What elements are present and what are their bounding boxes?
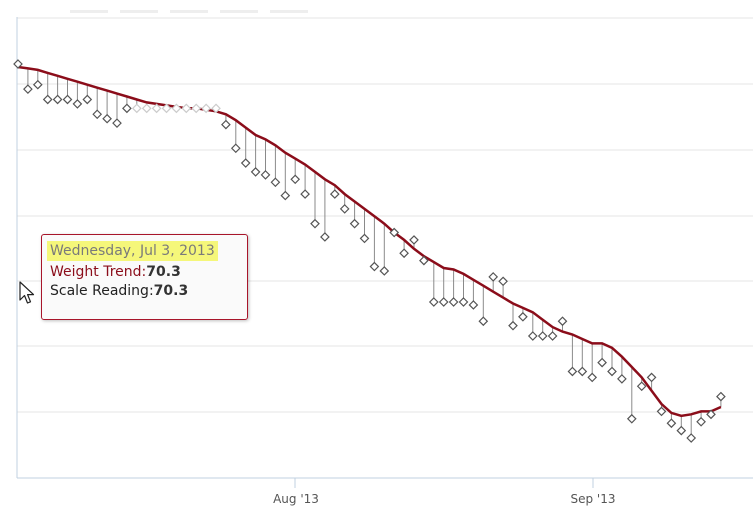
- scale-reading-point[interactable]: [676, 425, 687, 436]
- tab-stub[interactable]: [270, 10, 308, 13]
- scale-reading-point[interactable]: [171, 103, 182, 114]
- scale-reading-point[interactable]: [567, 366, 578, 377]
- scale-reading-point[interactable]: [250, 167, 261, 177]
- scale-reading-point[interactable]: [607, 366, 617, 377]
- scale-reading-point[interactable]: [597, 357, 607, 368]
- tooltip-scale-row: Scale Reading:70.3: [50, 283, 239, 299]
- scale-reading-point[interactable]: [23, 84, 33, 94]
- scale-reading-point[interactable]: [181, 103, 192, 114]
- scale-reading-point[interactable]: [448, 297, 459, 307]
- scale-reading-point[interactable]: [369, 261, 380, 272]
- scale-reading-point[interactable]: [577, 366, 588, 377]
- scale-reading-point[interactable]: [666, 418, 677, 429]
- scale-reading-point[interactable]: [320, 232, 330, 242]
- tooltip-trend-value: 70.3: [146, 264, 181, 280]
- scale-reading-point[interactable]: [547, 331, 558, 341]
- x-tick-label-sep: Sep '13: [571, 492, 616, 506]
- x-axis-ticks: Aug '13 Sep '13: [273, 478, 616, 506]
- data-tooltip: Wednesday, Jul 3, 2013 Weight Trend:70.3…: [41, 234, 248, 320]
- scale-reading-point[interactable]: [498, 276, 508, 287]
- mouse-cursor-icon: [19, 281, 35, 304]
- scale-reading-point[interactable]: [617, 374, 627, 384]
- scale-reading-point[interactable]: [438, 297, 449, 307]
- scale-reading-point[interactable]: [122, 103, 132, 114]
- scale-reading-point[interactable]: [419, 255, 429, 266]
- scale-reading-point[interactable]: [310, 218, 320, 229]
- weight-trend-line: [17, 65, 722, 418]
- scale-reading-point[interactable]: [636, 381, 647, 392]
- scale-reading-point[interactable]: [587, 372, 598, 383]
- tooltip-scale-label: Scale Reading:: [50, 283, 154, 299]
- scale-reading-point[interactable]: [359, 233, 370, 244]
- scale-reading-point[interactable]: [686, 433, 697, 443]
- scale-reading-point[interactable]: [518, 311, 528, 322]
- scale-reading-point[interactable]: [379, 266, 390, 276]
- scale-reading-point[interactable]: [102, 113, 112, 124]
- scale-reading-point[interactable]: [62, 94, 73, 105]
- scale-reading-point[interactable]: [201, 103, 211, 114]
- scale-reading-point[interactable]: [706, 409, 716, 420]
- scale-reading-point[interactable]: [537, 331, 548, 341]
- top-tabs-strip: [70, 0, 320, 18]
- scale-reading-point[interactable]: [131, 103, 142, 114]
- tooltip-trend-label: Weight Trend:: [50, 264, 147, 280]
- tooltip-date: Wednesday, Jul 3, 2013: [47, 241, 218, 261]
- scale-reading-point[interactable]: [52, 94, 63, 105]
- scale-reading-point[interactable]: [409, 235, 419, 245]
- scale-reading-point[interactable]: [716, 391, 726, 402]
- scale-reading-point[interactable]: [329, 189, 340, 199]
- scale-reading-point[interactable]: [151, 103, 162, 114]
- scale-reading-point[interactable]: [72, 99, 83, 109]
- scale-reading-point[interactable]: [141, 103, 152, 114]
- scale-reading-point[interactable]: [399, 248, 409, 259]
- scale-reading-point[interactable]: [696, 416, 706, 427]
- scale-reading-point[interactable]: [349, 218, 360, 229]
- scale-reading-point[interactable]: [300, 189, 310, 199]
- chart-grid: [17, 17, 753, 413]
- tooltip-scale-value: 70.3: [153, 283, 189, 299]
- scale-reading-point[interactable]: [389, 227, 400, 238]
- scale-reading-point[interactable]: [478, 316, 489, 327]
- scale-reading-point[interactable]: [161, 103, 172, 114]
- scale-reading-point[interactable]: [230, 143, 241, 154]
- scale-reading-point[interactable]: [13, 59, 23, 69]
- tab-stub[interactable]: [220, 10, 258, 13]
- scale-reading-point[interactable]: [557, 316, 568, 327]
- scale-reading-point[interactable]: [626, 413, 637, 424]
- scale-reading-point[interactable]: [488, 272, 499, 282]
- scale-reading-point[interactable]: [280, 190, 291, 201]
- scale-reading-point[interactable]: [339, 204, 350, 214]
- scale-reading-point[interactable]: [468, 300, 479, 310]
- scale-reading-point[interactable]: [290, 174, 301, 185]
- scale-reading-point[interactable]: [527, 331, 538, 341]
- scale-reading-point[interactable]: [646, 372, 657, 383]
- scale-reading-point[interactable]: [92, 109, 103, 120]
- scale-reading-point[interactable]: [260, 170, 271, 180]
- scale-reading-point[interactable]: [656, 406, 667, 417]
- scale-reading-point[interactable]: [32, 79, 43, 90]
- scale-reading-point[interactable]: [221, 119, 231, 130]
- scale-reading-point[interactable]: [82, 94, 93, 105]
- scale-reading-point[interactable]: [508, 320, 518, 331]
- scale-reading-point[interactable]: [112, 118, 122, 128]
- scale-reading-point[interactable]: [42, 94, 53, 105]
- x-tick-label-aug: Aug '13: [273, 492, 319, 506]
- scale-reading-point[interactable]: [240, 158, 251, 168]
- scale-reading-point[interactable]: [211, 103, 221, 114]
- tooltip-trend-row: Weight Trend:70.3: [50, 264, 239, 280]
- scale-reading-point[interactable]: [428, 297, 439, 307]
- tab-stub[interactable]: [120, 10, 158, 13]
- scale-reading-point[interactable]: [458, 297, 469, 307]
- scale-reading-points: [13, 59, 726, 443]
- tab-stub[interactable]: [170, 10, 208, 13]
- scale-reading-point[interactable]: [270, 177, 281, 188]
- tab-stub[interactable]: [70, 10, 108, 13]
- scale-reading-point[interactable]: [191, 103, 202, 114]
